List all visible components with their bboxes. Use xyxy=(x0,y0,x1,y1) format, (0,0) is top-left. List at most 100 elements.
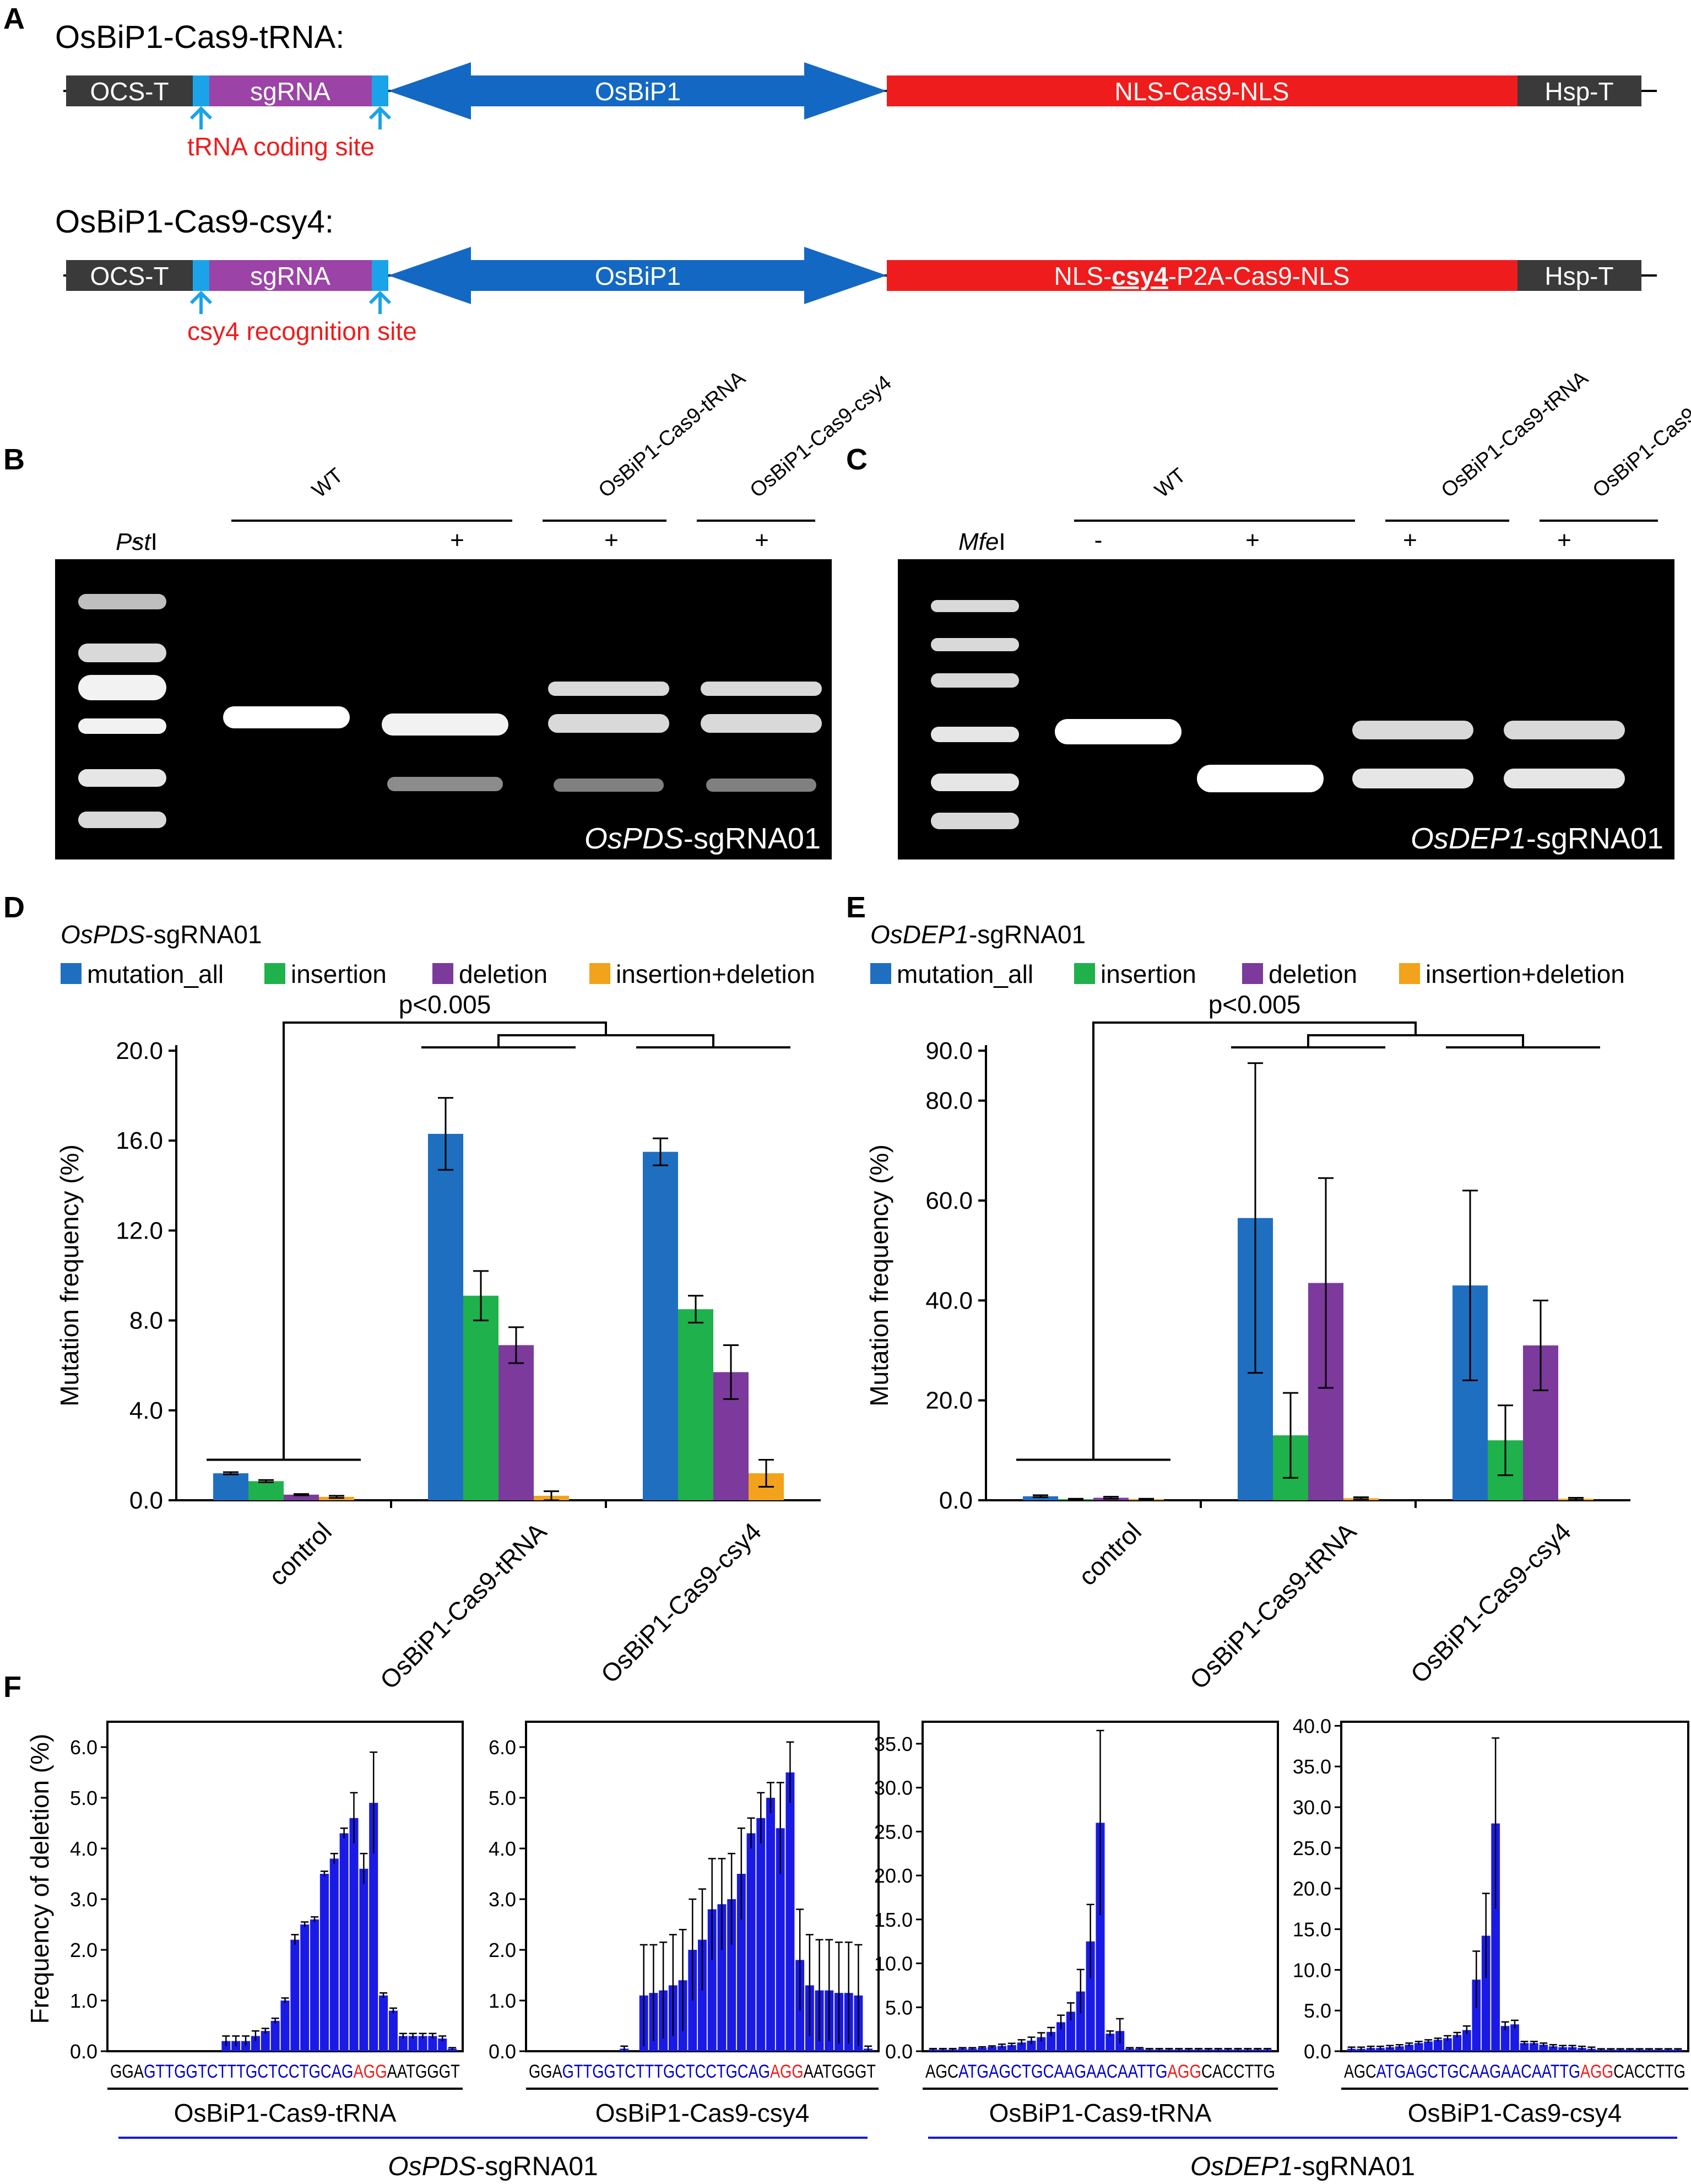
panel-label-f: F xyxy=(3,1671,21,1704)
sequence-segment: AGC xyxy=(1344,2061,1376,2082)
bar xyxy=(428,2036,437,2051)
sequence-label: AGCATGAGCTGCAAGAACAATTGAGGCACCTTG xyxy=(925,2061,1275,2082)
sequence-segment: CACCTTG xyxy=(1201,2061,1275,2082)
panel-e-bar-chart: OsDEP1-sgRNA01 mutation_all insertion delet… xyxy=(865,920,1630,1695)
chart-title: OsPDS-sgRNA01 xyxy=(61,920,262,949)
chart-title-suffix: -sgRNA01 xyxy=(969,920,1086,949)
sequence-label: GGAGTTGGTCTTTGCTCCTGCAGAGGAATGGGT xyxy=(110,2061,460,2082)
lane-sign: + xyxy=(604,527,619,554)
y-tick-label: 10.0 xyxy=(1293,1959,1331,1981)
sequence-label: AGCATGAGCTGCAAGAACAATTGAGGCACCTTG xyxy=(1344,2061,1685,2082)
y-tick-label: 0.0 xyxy=(885,2040,913,2063)
lane-sign: + xyxy=(1403,527,1417,554)
site-annotation: csy4 recognition site xyxy=(187,317,417,345)
x-category-label: OsBiP1-Cas9-csy4 xyxy=(1405,1517,1577,1689)
y-tick-label: 0.0 xyxy=(489,2040,516,2063)
sequence-segment: ATGAGCTGCAAGAACAATTG xyxy=(1376,2061,1580,2082)
gel-band xyxy=(701,714,822,733)
hsp-terminator-box xyxy=(1517,75,1641,106)
gene-group-label: OsDEP1-sgRNA01 xyxy=(1190,2152,1415,2181)
ocs-terminator-box xyxy=(66,260,193,291)
bar xyxy=(1023,1496,1058,1500)
gene-group-label: OsPDS-sgRNA01 xyxy=(388,2152,598,2181)
bar xyxy=(1568,2047,1577,2051)
y-tick-label: 0.0 xyxy=(939,1487,973,1514)
gene-group-suffix: -sgRNA01 xyxy=(1293,2152,1415,2181)
site-box-left xyxy=(193,260,209,291)
bar xyxy=(1007,2045,1016,2051)
p-value-annotation: p<0.005 xyxy=(1208,990,1301,1019)
gel-band xyxy=(382,713,508,736)
chart-title-suffix: -sgRNA01 xyxy=(145,920,262,949)
y-tick-label: 15.0 xyxy=(874,1909,913,1931)
y-tick-label: 20.0 xyxy=(116,1037,163,1064)
y-tick-label: 5.0 xyxy=(70,1787,97,1809)
bar xyxy=(290,1939,300,2051)
bar xyxy=(1086,1941,1095,2051)
group-label: WT xyxy=(308,464,348,502)
bar xyxy=(1096,1823,1105,2051)
gel-band xyxy=(1504,769,1625,788)
p-value-annotation: p<0.005 xyxy=(399,990,491,1019)
gene-target-suffix: -sgRNA01 xyxy=(684,822,821,855)
gel-band xyxy=(931,638,1019,651)
bar xyxy=(319,1874,329,2051)
group-label: WT xyxy=(1151,464,1190,502)
plot-frame xyxy=(1340,1721,1689,2052)
gel-band xyxy=(701,682,822,696)
bar xyxy=(1047,2031,1056,2051)
y-tick-label: 25.0 xyxy=(1293,1837,1331,1859)
sequence-label: GGAGTTGGTCTTTGCTCCTGCAGAGGAATGGGT xyxy=(529,2061,876,2082)
bar xyxy=(359,1868,368,2051)
legend-label: insertion+deletion xyxy=(1426,960,1625,988)
y-tick-label: 12.0 xyxy=(116,1217,163,1244)
cas9-box xyxy=(887,75,1517,106)
sgrna-label: sgRNA xyxy=(250,262,330,290)
bar xyxy=(261,2031,270,2051)
legend-label: deletion xyxy=(1269,960,1357,988)
bar xyxy=(408,2036,418,2051)
y-tick-label: 0.0 xyxy=(1304,2040,1331,2063)
bar xyxy=(736,1874,746,2051)
construct-label: OsBiP1-Cas9-csy4 xyxy=(1408,2099,1622,2127)
bar xyxy=(1462,2030,1471,2051)
gene-group-italic: OsPDS xyxy=(388,2152,476,2181)
cas9-label-part: NLS- xyxy=(1054,262,1112,290)
bar xyxy=(785,1772,795,2051)
enzyme-label: PstI xyxy=(116,528,158,555)
lane-sign: - xyxy=(132,527,140,554)
ocs-terminator-label: OCS-T xyxy=(90,77,169,106)
gel-band xyxy=(706,779,816,792)
y-tick-label: 4.0 xyxy=(129,1397,163,1424)
legend-swatch xyxy=(61,963,82,984)
gel-band xyxy=(1197,765,1324,792)
y-tick-label: 4.0 xyxy=(70,1837,97,1860)
y-tick-label: 30.0 xyxy=(1293,1796,1331,1819)
promoter-arrow xyxy=(388,62,887,120)
bar xyxy=(707,1909,717,2051)
site-box-right xyxy=(372,260,388,291)
y-tick-label: 35.0 xyxy=(874,1733,913,1755)
bar xyxy=(766,1798,775,2051)
y-tick-label: 20.0 xyxy=(1293,1878,1331,1900)
bar xyxy=(1548,2046,1558,2051)
ocs-terminator-box xyxy=(66,75,193,106)
y-axis-label: Mutation frequency (%) xyxy=(55,1144,84,1407)
gel-background xyxy=(898,559,1674,859)
bar xyxy=(746,1833,756,2051)
legend-swatch xyxy=(589,963,610,984)
bar xyxy=(1056,2022,1066,2051)
legend-swatch xyxy=(1242,963,1263,984)
lane-sign: + xyxy=(755,527,769,554)
gene-target-label: OsDEP1-sgRNA01 xyxy=(1411,822,1663,855)
legend-swatch xyxy=(1399,963,1420,984)
bar xyxy=(1066,2012,1075,2051)
csy4-label: csy4 xyxy=(1112,262,1168,290)
bar xyxy=(1405,2045,1414,2051)
bar xyxy=(251,2036,260,2051)
y-tick-label: 25.0 xyxy=(874,1820,913,1843)
y-tick-label: 35.0 xyxy=(1293,1755,1331,1778)
panel-label-b: B xyxy=(3,443,25,476)
significance-bracket xyxy=(1307,1034,1524,1047)
